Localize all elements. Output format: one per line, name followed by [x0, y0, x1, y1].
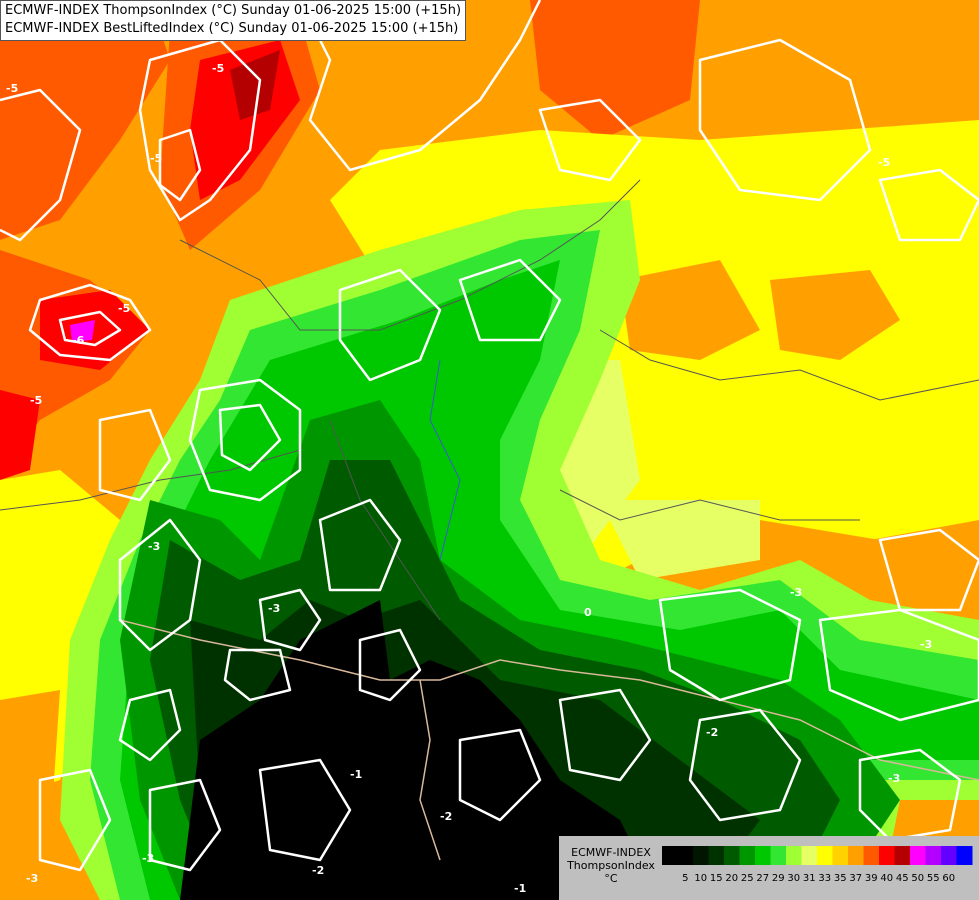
legend-tick-label: 30	[787, 873, 800, 884]
map-title: ECMWF-INDEX ThompsonIndex (°C) Sunday 01…	[0, 0, 467, 41]
legend-tick-label: 40	[880, 873, 893, 884]
contour-label: -2	[706, 726, 718, 739]
legend-tick-label: 55	[927, 873, 940, 884]
legend-tick-label: 27	[756, 873, 769, 884]
legend-swatch	[770, 846, 787, 865]
contour-label: -3	[148, 540, 160, 553]
legend-swatch	[786, 846, 802, 865]
legend-swatch	[708, 846, 725, 865]
contour-label: -1	[514, 882, 526, 895]
legend-tick-label: 31	[803, 873, 816, 884]
legend-tick-label: 50	[911, 873, 924, 884]
legend-scale: 5 10 15 20 25 27 29 30 31 33 35 37 39 40 45 50 55 60	[662, 846, 973, 884]
legend-tick-label: 45	[896, 873, 909, 884]
contour-labels: -5 -5 -5 -5 -5 -6 -5 -3 -3 -3 -2 -2 -3 -…	[6, 62, 932, 895]
legend-swatch	[879, 846, 895, 865]
color-legend: ECMWF-INDEX ThompsonIndex °C 5 10 15 20 25 27…	[559, 836, 979, 900]
legend-swatch	[832, 846, 849, 865]
contour-label: -6	[72, 334, 85, 347]
title-line-lifted: ECMWF-INDEX BestLiftedIndex (°C) Sunday …	[5, 21, 459, 36]
contour-label: -5	[30, 394, 42, 407]
legend-model: ECMWF-INDEX	[571, 846, 651, 859]
legend-swatch	[693, 846, 709, 865]
contour-label: -2	[440, 810, 452, 823]
contour-label: -3	[268, 602, 280, 615]
contour-label: -5	[6, 82, 18, 95]
legend-swatch	[848, 846, 864, 865]
legend-swatch	[724, 846, 740, 865]
legend-swatch	[925, 846, 942, 865]
legend-swatch	[941, 846, 957, 865]
legend-swatch	[956, 846, 973, 865]
legend-swatch	[801, 846, 818, 865]
title-line-thompson: ECMWF-INDEX ThompsonIndex (°C) Sunday 01…	[5, 3, 462, 18]
contour-label: -1	[350, 768, 362, 781]
legend-swatch	[910, 846, 926, 865]
legend-swatch	[677, 846, 694, 865]
contour-label: -2	[312, 864, 324, 877]
legend-tick-label: 37	[849, 873, 862, 884]
legend-tick-label: 60	[942, 873, 955, 884]
legend-tick-label: 39	[865, 873, 878, 884]
legend-swatch	[739, 846, 756, 865]
contour-label: -3	[790, 586, 802, 599]
legend-swatch	[817, 846, 833, 865]
legend-swatch	[755, 846, 771, 865]
lifted-index-contours	[0, 0, 979, 872]
legend-tick-label: 33	[818, 873, 831, 884]
legend-swatch	[863, 846, 880, 865]
legend-tick-label: 10	[694, 873, 707, 884]
legend-tick-label: 29	[772, 873, 785, 884]
legend-tick-label: 35	[834, 873, 847, 884]
legend-field: ThompsonIndex	[567, 859, 655, 872]
contour-label: -5	[118, 302, 130, 315]
legend-unit: °C	[604, 872, 618, 885]
legend-tick-label: 25	[741, 873, 754, 884]
legend-tick-label: 5	[682, 873, 688, 884]
contour-label: 0	[584, 606, 592, 619]
legend-swatch	[894, 846, 911, 865]
contour-label: -5	[212, 62, 224, 75]
contour-label: -3	[920, 638, 932, 651]
legend-caption: ECMWF-INDEX ThompsonIndex °C	[563, 846, 659, 885]
contour-label: -5	[150, 152, 162, 165]
contour-label: -3	[26, 872, 38, 885]
borders	[0, 179, 979, 861]
legend-tick-label: 20	[725, 873, 738, 884]
contour-label: -3	[142, 852, 154, 865]
contour-label: -3	[888, 772, 900, 785]
contour-label: -5	[878, 156, 890, 169]
legend-tick-label: 15	[710, 873, 723, 884]
legend-swatch	[662, 846, 678, 865]
